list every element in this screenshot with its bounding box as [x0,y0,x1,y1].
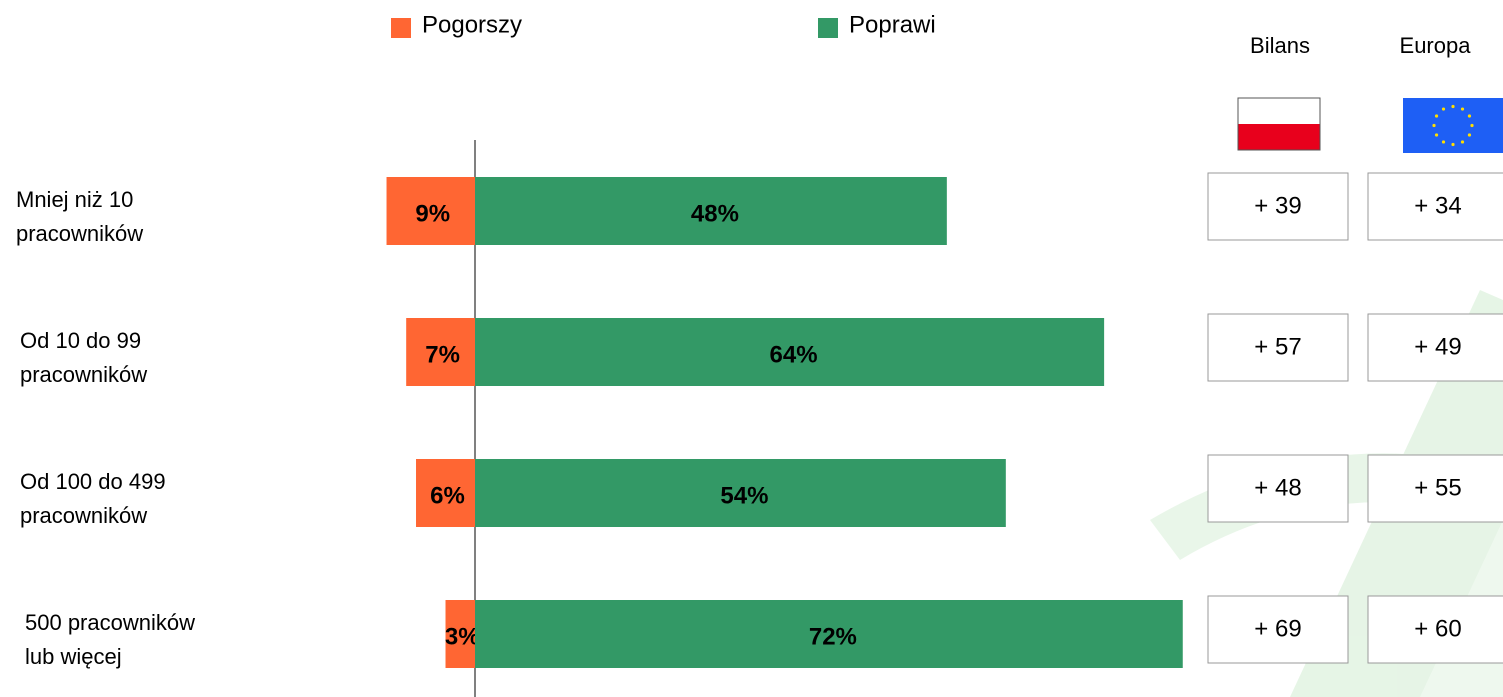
bar-value-label: 72% [809,623,857,650]
bar-value-label: 7% [425,341,460,368]
table-cell [1207,595,1349,664]
poland-flag [1237,97,1321,151]
bar-value-label: 6% [430,482,465,509]
bar-value-label: 9% [415,200,450,227]
bar [416,459,475,527]
eu-star [1467,114,1472,118]
eu-star [1441,107,1446,111]
bar-value-label: 48% [691,200,739,227]
bar [475,600,1183,668]
eu-star [1451,104,1455,109]
category-label: pracowników [20,503,147,528]
table-cell-text: + 55 [1414,474,1461,501]
legend-swatch [391,18,411,38]
category-label: 500 pracowników [25,610,195,635]
bar-value-label: 54% [720,482,768,509]
table-cell-text: + 48 [1254,474,1301,501]
table-cell [1207,454,1349,523]
bar [475,459,1006,527]
table-cell [1367,313,1503,382]
legend-label: Poprawi [849,11,936,38]
table-cell [1367,172,1503,241]
table-cell-text: + 39 [1254,192,1301,219]
table-cell-text: + 49 [1414,333,1461,360]
legend-swatch [818,18,838,38]
eu-star [1441,140,1446,144]
category-label: pracowników [20,362,147,387]
eu-star [1434,114,1439,118]
eu-star [1467,133,1472,137]
bar-value-label: 3% [445,623,480,650]
eu-star [1432,123,1436,128]
table-cell [1207,313,1349,382]
bar [406,318,475,386]
category-label: Mniej niż 10 [16,187,133,212]
eu-star [1460,140,1465,144]
table-cell [1367,454,1503,523]
column-header: Europa [1400,33,1472,58]
table-cell-text: + 69 [1254,615,1301,642]
category-label: lub więcej [25,644,122,669]
table-cell-text: + 34 [1414,192,1461,219]
bar [475,318,1105,386]
table-cell [1207,172,1349,241]
table-cell-text: + 57 [1254,333,1301,360]
category-label: pracowników [16,221,143,246]
eu-star [1451,142,1455,147]
legend-label: Pogorszy [422,11,522,38]
eu-star [1460,107,1465,111]
category-label: Od 100 do 499 [20,469,166,494]
bar [445,600,475,668]
bar [475,177,947,245]
bar [386,177,475,245]
table-cell [1367,595,1503,664]
eu-star [1470,123,1474,128]
table-cell-text: + 60 [1414,615,1461,642]
eu-star [1434,133,1439,137]
eu-flag [1403,98,1503,153]
column-header: Bilans [1250,33,1310,58]
category-label: Od 10 do 99 [20,328,141,353]
bar-value-label: 64% [770,341,818,368]
